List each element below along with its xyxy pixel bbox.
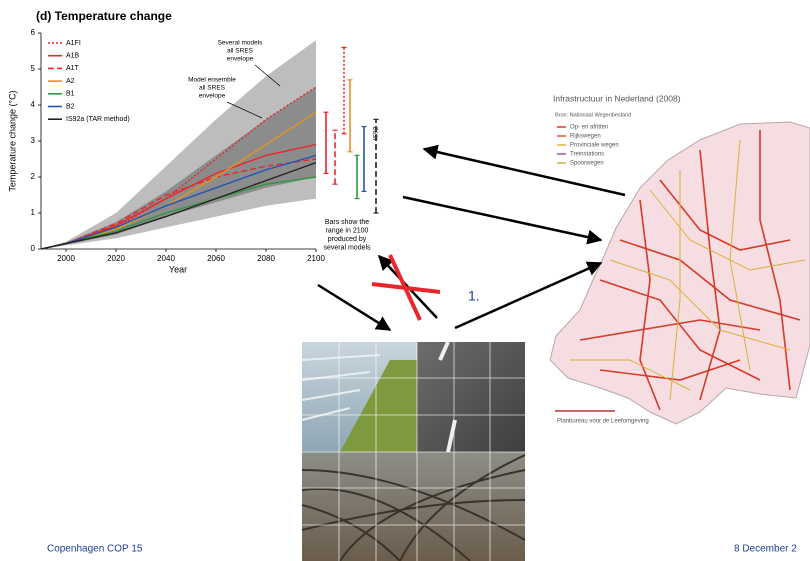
photo-collage [302,342,525,561]
envelope-label: envelope [227,56,254,63]
bars-note: Bars show the [325,219,369,226]
temperature-chart: (d) Temperature change Temperature chang… [7,9,379,274]
bars-note: produced by [328,236,367,243]
map-title: Infrastructuur in Nederland (2008) [553,93,681,103]
legend-label: A2 [66,78,75,85]
photo-rails [302,452,525,561]
map: Infrastructuur in Nederland (2008) Bron:… [545,85,810,430]
photo-asphalt [417,342,525,452]
y-axis-label: Temperature change (°C) [7,90,17,191]
map-legend-label: Spoorwegen [570,161,604,167]
callout: 1. [468,288,480,304]
legend-label: A1B [66,53,80,60]
envelope-label: all SRES [227,48,254,55]
envelope-label: Model ensemble [188,77,236,84]
envelope-label: envelope [199,93,226,100]
y-tick-label: 1 [31,208,36,217]
map-scale [555,410,615,412]
envelope-label: all SRES [199,85,226,92]
legend-label: A1T [66,65,80,72]
x-tick-label: 2080 [257,254,275,263]
body: (d) Temperature change Temperature chang… [0,0,810,561]
x-tick-label: 2100 [307,254,325,263]
slide: (d) Temperature change Temperature chang… [0,0,810,561]
x-axis-label: Year [169,264,187,274]
footer-left: Copenhagen COP 15 [47,544,143,555]
legend-label: B1 [66,91,75,98]
footer-right: 8 December 2 [734,544,797,555]
y-tick-label: 5 [31,64,36,73]
map-legend-label: Provinciale wegen [570,143,619,149]
y-tick-label: 0 [31,244,36,253]
map-legend-label: Treinstations [570,152,604,158]
page: {"chart": {"type": "line", "title": "(d)… [0,0,810,561]
x-tick-label: 2000 [57,254,75,263]
bars-note: several models [323,244,371,251]
range-bar-label: IS92 [373,126,380,140]
map-legend-label: Rijkswegen [570,134,601,140]
legend-label: B2 [66,103,75,110]
y-tick-label: 4 [31,100,36,109]
bars-note: range in 2100 [326,227,369,234]
x-tick-label: 2020 [107,254,125,263]
chart-title: (d) Temperature change [36,9,172,23]
x-tick-label: 2040 [157,254,175,263]
map-credit: Planbureau voor de Leefomgeving [557,419,649,425]
x-tick-label: 2060 [207,254,225,263]
legend-label: IS92a (TAR method) [66,116,130,123]
y-tick-label: 3 [31,136,36,145]
arrow [318,285,390,330]
envelope-label: Several models [218,40,264,47]
map-legend-label: Op- en afritten [570,125,608,131]
y-tick-label: 6 [31,28,36,37]
y-tick-label: 2 [31,172,36,181]
map-source: Bron: Nationaal Wegenbestand [555,112,631,118]
legend-label: A1FI [66,40,81,47]
